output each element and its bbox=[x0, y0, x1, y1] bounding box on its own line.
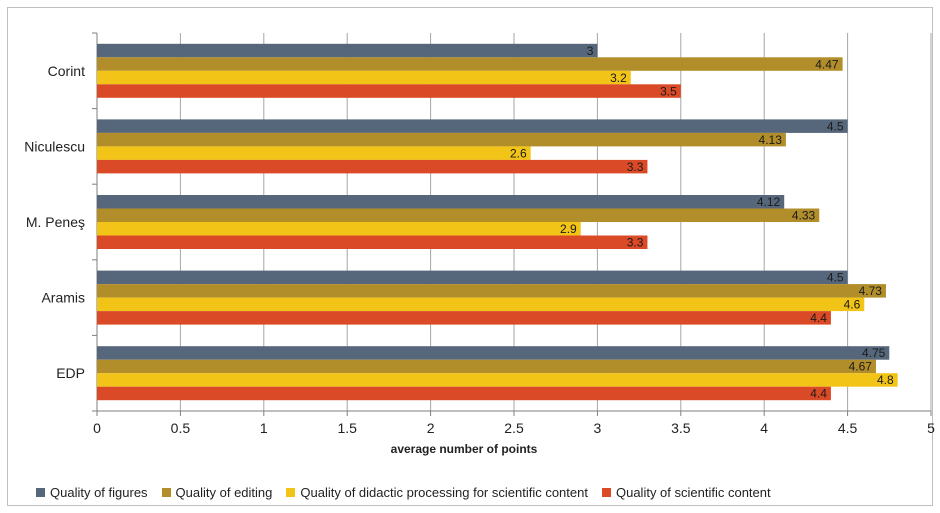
legend-label: Quality of editing bbox=[175, 484, 273, 500]
data-label: 3.3 bbox=[627, 236, 644, 250]
bar bbox=[97, 270, 848, 285]
bar bbox=[97, 346, 890, 360]
legend-label: Quality of figures bbox=[50, 484, 148, 500]
data-label: 4.8 bbox=[877, 373, 894, 387]
category-label: Aramis bbox=[41, 290, 85, 306]
legend-item: Quality of didactic processing for scien… bbox=[286, 485, 588, 500]
category-label: EDP bbox=[56, 365, 85, 381]
data-label: 4.6 bbox=[844, 298, 861, 312]
data-label: 4.33 bbox=[792, 209, 816, 223]
legend-label: Quality of scientific content bbox=[615, 484, 771, 500]
x-tick-label: 0.5 bbox=[171, 420, 191, 436]
x-tick-label: 3 bbox=[594, 420, 602, 436]
bar bbox=[97, 297, 865, 312]
data-label: 4.13 bbox=[759, 133, 783, 147]
bar bbox=[97, 359, 876, 374]
legend-item: Quality of scientific content bbox=[601, 484, 771, 500]
legend-item: Quality of editing bbox=[161, 484, 273, 500]
data-label: 3.2 bbox=[610, 71, 627, 85]
legend-swatch bbox=[161, 487, 171, 497]
category-label: M. Peneş bbox=[26, 214, 85, 230]
data-label: 4.73 bbox=[859, 284, 883, 298]
data-label: 3.3 bbox=[627, 160, 644, 174]
bar bbox=[97, 43, 598, 58]
bar bbox=[97, 132, 786, 147]
data-label: 2.9 bbox=[560, 222, 577, 236]
bar bbox=[97, 195, 785, 209]
legend-item: Quality of figures bbox=[36, 485, 148, 500]
x-tick-label: 5 bbox=[927, 420, 935, 436]
data-label: 4.5 bbox=[827, 271, 844, 285]
bar bbox=[97, 373, 898, 387]
bar bbox=[97, 386, 831, 401]
x-tick-label: 0 bbox=[93, 420, 101, 436]
data-label: 4.4 bbox=[810, 311, 827, 325]
x-tick-label: 2 bbox=[427, 420, 435, 436]
x-tick-label: 3.5 bbox=[671, 420, 691, 436]
x-tick-label: 4 bbox=[760, 420, 768, 436]
data-label: 4.5 bbox=[827, 119, 844, 133]
x-axis-title: average number of points bbox=[391, 442, 538, 456]
legend-label: Quality of didactic processing for scien… bbox=[300, 484, 588, 500]
bar bbox=[97, 159, 648, 174]
bar bbox=[97, 119, 848, 133]
bar bbox=[97, 84, 681, 98]
data-label: 3 bbox=[587, 44, 594, 58]
category-label: Niculescu bbox=[24, 138, 85, 154]
category-label: Corint bbox=[48, 63, 85, 79]
x-tick-label: 2.5 bbox=[504, 420, 524, 436]
legend-swatch bbox=[601, 487, 611, 497]
data-label: 2.6 bbox=[510, 146, 527, 160]
x-tick-label: 1.5 bbox=[337, 420, 357, 436]
bar bbox=[97, 57, 843, 71]
bar bbox=[97, 208, 820, 222]
data-label: 4.4 bbox=[810, 387, 827, 401]
bar bbox=[97, 70, 631, 85]
bar bbox=[97, 311, 831, 325]
legend-swatch bbox=[36, 487, 45, 497]
bar bbox=[97, 146, 531, 160]
data-label: 4.47 bbox=[815, 57, 839, 71]
data-label: 3.5 bbox=[660, 84, 677, 98]
data-label: 4.12 bbox=[757, 195, 781, 209]
legend-swatch bbox=[286, 487, 296, 497]
data-label: 4.75 bbox=[862, 346, 886, 360]
bar bbox=[97, 284, 886, 298]
bar bbox=[97, 235, 648, 249]
bar bbox=[97, 222, 581, 236]
legend: Quality of figures Quality of editing Qual… bbox=[36, 482, 771, 502]
data-label: 4.67 bbox=[849, 360, 873, 374]
x-tick-label: 4.5 bbox=[838, 420, 858, 436]
x-tick-label: 1 bbox=[260, 420, 268, 436]
